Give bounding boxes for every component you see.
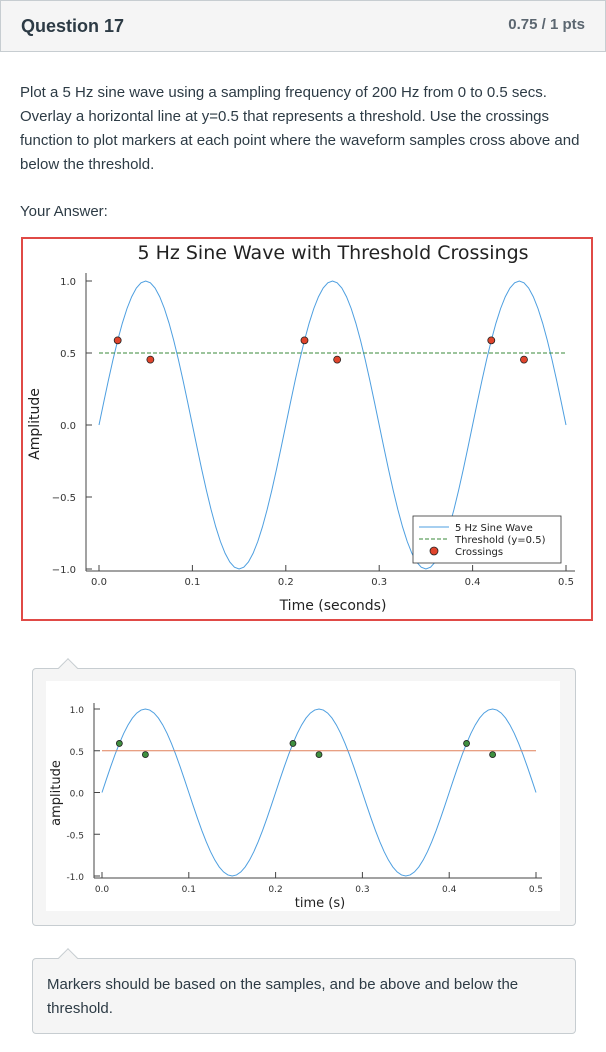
your-answer-label: Your Answer:: [20, 203, 108, 220]
y-tick-label: 0.0: [60, 421, 76, 432]
crossing-marker: [146, 355, 155, 364]
legend-label: 5 Hz Sine Wave: [455, 523, 533, 534]
crossing-marker: [115, 740, 123, 747]
crossing-marker: [113, 336, 122, 345]
x-tick-label: 0.3: [355, 885, 369, 895]
comment-chart-panel: 1.0 0.5 0.0 -0.5 -1.0 0.0 0.1 0.2 0.3 0.4 0.5 time …: [46, 681, 560, 911]
crossing-marker: [489, 751, 497, 758]
x-tick-label: 0.0: [95, 885, 110, 895]
y-tick-label: −1.0: [52, 565, 76, 576]
crossing-marker: [289, 740, 297, 747]
question-text: Plot a 5 Hz sine wave using a sampling f…: [20, 84, 580, 173]
y-tick-label: -0.5: [66, 831, 84, 841]
x-tick-label: 0.0: [91, 577, 107, 588]
x-axis-label: time (s): [295, 896, 345, 911]
y-tick-label: −0.5: [52, 493, 76, 504]
question-title: Question 17: [21, 16, 125, 36]
crossing-marker: [520, 355, 528, 364]
x-tick-label: 0.2: [278, 577, 294, 588]
x-tick-label: 0.1: [182, 885, 196, 895]
x-tick-label: 0.4: [465, 577, 481, 588]
y-tick-label: 0.5: [70, 748, 84, 758]
comment-chart: 1.0 0.5 0.0 -0.5 -1.0 0.0 0.1 0.2 0.3 0.4 0.5 time …: [49, 703, 543, 911]
sine-wave-line: [98, 280, 567, 570]
y-tick-label: 1.0: [70, 706, 85, 716]
y-tick-label: 0.5: [60, 349, 76, 360]
comment-arrow: [58, 658, 78, 678]
answer-image: 5 Hz Sine Wave with Threshold Crossings 1…: [21, 237, 593, 621]
y-axis-label: amplitude: [49, 760, 64, 826]
x-axis-label: Time (seconds): [279, 598, 387, 614]
chart-title: 5 Hz Sine Wave with Threshold Crossings: [137, 242, 528, 264]
y-axis-label: Amplitude: [27, 388, 43, 460]
crossing-marker: [300, 336, 309, 345]
crossing-marker: [487, 336, 496, 345]
x-tick-label: 0.5: [558, 577, 574, 588]
comment-text: Markers should be based on the samples, …: [47, 976, 519, 1017]
y-tick-label: 0.0: [70, 790, 85, 800]
x-tick-label: 0.3: [371, 577, 387, 588]
sine-wave-line: [101, 708, 537, 877]
question-points: 0.75 / 1 pts: [508, 16, 585, 33]
comment-text-box: Markers should be based on the samples, …: [32, 948, 576, 1034]
crossing-marker: [333, 355, 342, 364]
y-tick-label: -1.0: [66, 873, 84, 883]
legend-label: Crossings: [455, 547, 503, 558]
crossing-marker: [142, 751, 149, 758]
x-tick-label: 0.2: [268, 885, 282, 895]
question-header: Question 17 0.75 / 1 pts: [0, 0, 606, 52]
crossing-marker: [315, 751, 323, 758]
legend-swatch-marker: [429, 546, 439, 556]
x-tick-label: 0.4: [442, 885, 457, 895]
comment-arrow: [58, 948, 78, 968]
crossing-marker: [463, 740, 470, 747]
x-tick-label: 0.5: [529, 885, 543, 895]
legend-label: Threshold (y=0.5): [454, 535, 546, 546]
answer-chart: 5 Hz Sine Wave with Threshold Crossings 1…: [27, 242, 575, 614]
x-tick-label: 0.1: [184, 577, 200, 588]
y-tick-label: 1.0: [60, 277, 76, 288]
